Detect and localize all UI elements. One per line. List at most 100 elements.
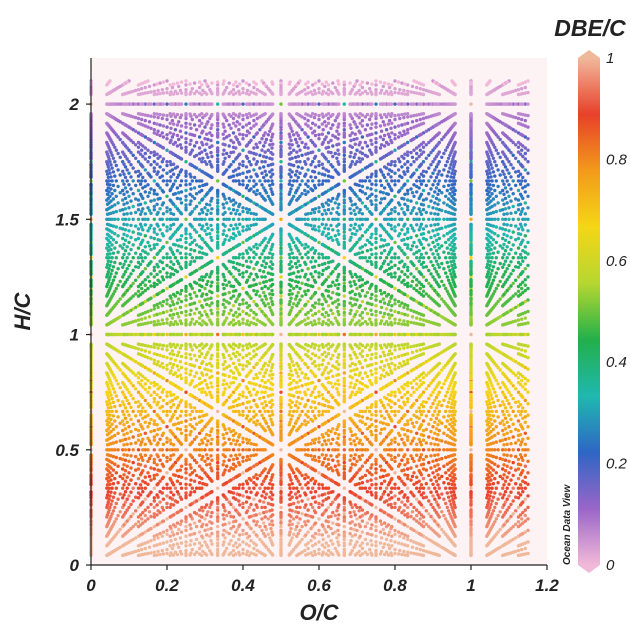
- data-point: [258, 487, 261, 490]
- data-point: [113, 419, 116, 422]
- data-point: [490, 487, 493, 490]
- data-point: [406, 198, 409, 201]
- data-point: [429, 381, 432, 384]
- data-point: [195, 499, 198, 502]
- data-point: [116, 152, 119, 155]
- data-point: [203, 218, 206, 221]
- data-point: [303, 376, 306, 379]
- data-point: [369, 139, 372, 142]
- data-point: [349, 381, 352, 384]
- data-point: [140, 118, 143, 121]
- data-point: [440, 156, 443, 159]
- data-point: [409, 345, 412, 348]
- data-point: [509, 309, 512, 312]
- data-point: [512, 512, 515, 515]
- data-point: [252, 349, 255, 352]
- data-point: [119, 173, 122, 176]
- data-point: [352, 528, 355, 531]
- data-point: [406, 448, 409, 451]
- data-point: [268, 306, 271, 309]
- data-point: [335, 536, 338, 539]
- data-point: [469, 179, 472, 182]
- data-point: [184, 88, 187, 91]
- data-point: [393, 210, 396, 213]
- data-point: [169, 175, 172, 178]
- data-point: [148, 546, 151, 549]
- data-point: [311, 256, 314, 259]
- data-point: [351, 232, 354, 235]
- data-point: [153, 435, 156, 438]
- data-point: [380, 482, 383, 485]
- data-point: [229, 224, 232, 227]
- data-point: [520, 487, 523, 490]
- data-point: [393, 333, 396, 336]
- data-point: [402, 550, 405, 553]
- data-point: [331, 207, 334, 210]
- data-point: [496, 185, 499, 188]
- data-point: [252, 547, 255, 550]
- data-point: [343, 256, 346, 259]
- data-point: [393, 310, 396, 313]
- data-point: [425, 252, 428, 255]
- data-point: [444, 517, 447, 520]
- data-point: [419, 149, 422, 152]
- data-point: [495, 149, 498, 152]
- data-point: [300, 384, 303, 387]
- data-point: [329, 333, 332, 336]
- data-point: [165, 118, 168, 121]
- data-point: [409, 381, 412, 384]
- data-point: [116, 448, 119, 451]
- data-point: [129, 478, 132, 481]
- data-point: [208, 506, 211, 509]
- data-point: [335, 387, 338, 390]
- data-point: [216, 435, 219, 438]
- data-point: [514, 455, 517, 458]
- data-point: [132, 192, 135, 195]
- data-point: [409, 527, 412, 530]
- data-point: [425, 211, 428, 214]
- data-point: [306, 168, 309, 171]
- data-point: [493, 275, 496, 278]
- data-point: [317, 448, 320, 451]
- data-point: [489, 394, 492, 397]
- data-point: [206, 457, 209, 460]
- data-point: [127, 218, 130, 221]
- data-point: [189, 430, 192, 433]
- data-point: [174, 487, 177, 490]
- data-point: [369, 418, 372, 421]
- data-point: [309, 199, 312, 202]
- data-point: [469, 269, 472, 272]
- data-point: [127, 448, 130, 451]
- data-point: [129, 406, 132, 409]
- data-point: [198, 530, 201, 533]
- data-point: [425, 360, 428, 363]
- data-point: [223, 360, 226, 363]
- data-point: [134, 496, 137, 499]
- data-point: [364, 243, 367, 246]
- data-point: [291, 482, 294, 485]
- data-point: [496, 267, 499, 270]
- data-point: [203, 356, 206, 359]
- data-point: [469, 448, 472, 451]
- data-point: [209, 454, 212, 457]
- data-point: [524, 498, 527, 501]
- data-point: [343, 538, 346, 541]
- data-point: [148, 244, 151, 247]
- data-point: [236, 439, 239, 442]
- data-point: [195, 243, 198, 246]
- data-point: [425, 170, 428, 173]
- data-point: [165, 195, 168, 198]
- data-point: [374, 189, 377, 192]
- data-point: [406, 487, 409, 490]
- data-point: [393, 471, 396, 474]
- data-point: [496, 382, 499, 385]
- data-point: [140, 548, 143, 551]
- data-point: [189, 418, 192, 421]
- data-point: [206, 227, 209, 230]
- data-point: [148, 280, 151, 283]
- data-point: [388, 86, 391, 89]
- data-point: [504, 417, 507, 420]
- data-point: [112, 509, 115, 512]
- data-point: [169, 309, 172, 312]
- data-point: [444, 271, 447, 274]
